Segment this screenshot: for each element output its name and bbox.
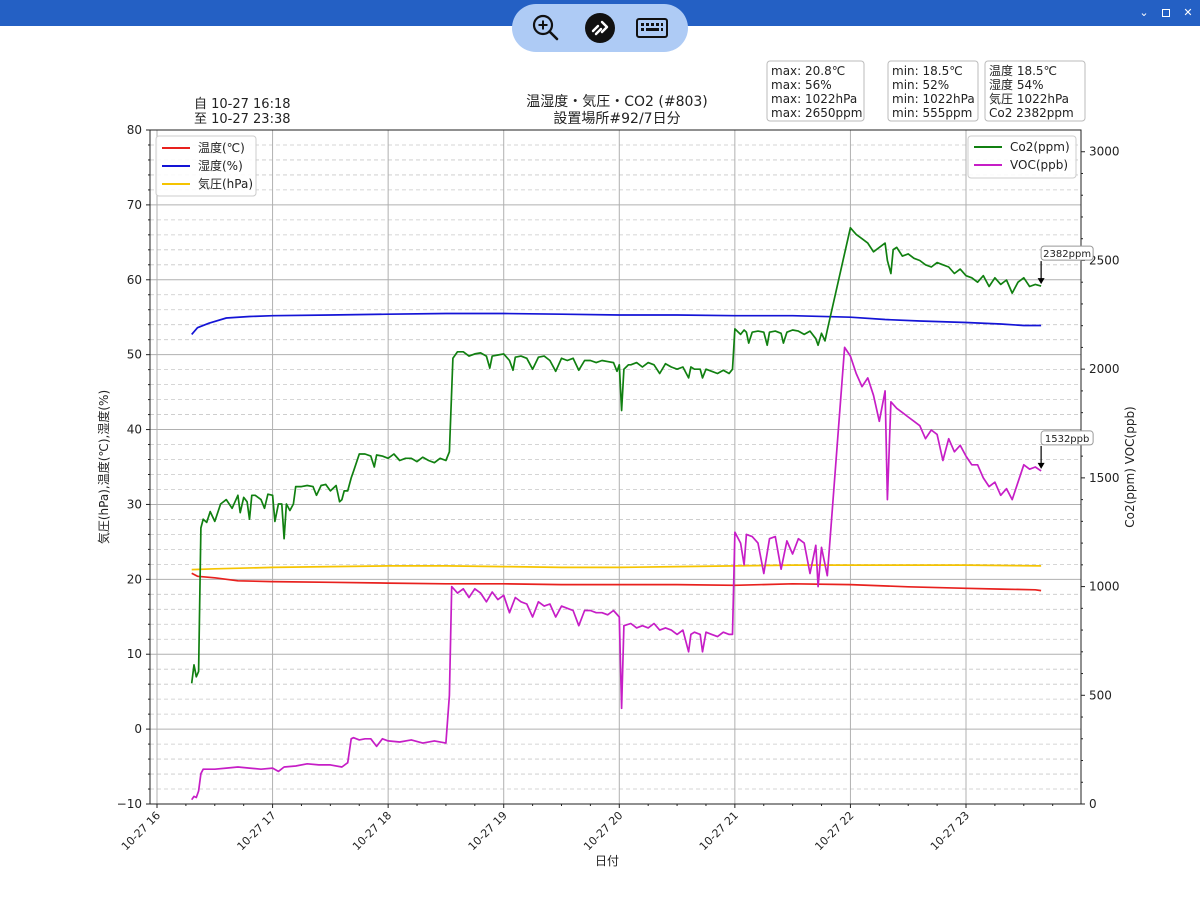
stat-min-temp: min: 18.5℃ bbox=[892, 64, 963, 78]
keyboard-icon bbox=[636, 18, 668, 38]
legend-label: 温度(℃) bbox=[198, 140, 245, 155]
legend-left: 温度(℃) 湿度(%) 気圧(hPa) bbox=[155, 135, 257, 197]
y-left-tick-label: 10 bbox=[127, 647, 142, 661]
stat-min-humidity: min: 52% bbox=[892, 78, 949, 92]
legend-label: 湿度(%) bbox=[198, 158, 243, 173]
x-tick-label: 10-27 20 bbox=[581, 809, 625, 853]
close-button[interactable]: ✕ bbox=[1179, 4, 1197, 22]
minimize-button[interactable]: ⌄ bbox=[1135, 4, 1153, 22]
annotation-box bbox=[1040, 430, 1094, 446]
x-axis-label: 日付 bbox=[595, 854, 619, 868]
x-tick-label: 10-27 22 bbox=[812, 809, 856, 853]
x-tick-label: 10-27 19 bbox=[466, 809, 510, 853]
zoom-button[interactable] bbox=[528, 10, 564, 46]
y-left-tick-label: 0 bbox=[134, 722, 142, 736]
remote-connect-button[interactable] bbox=[582, 10, 618, 46]
x-tick-label: 10-27 16 bbox=[119, 809, 163, 853]
annotation: 1532ppb bbox=[1037, 430, 1094, 469]
grid bbox=[150, 129, 1081, 805]
y-left-tick-label: 70 bbox=[127, 198, 142, 212]
legend-label: Co2(ppm) bbox=[1010, 140, 1070, 154]
stats-current-box: 温度 18.5℃ 湿度 54% 気圧 1022hPa Co2 2382ppm bbox=[984, 60, 1086, 122]
legend-label: 気圧(hPa) bbox=[198, 176, 253, 191]
stats-max-box: max: 20.8℃ max: 56% max: 1022hPa max: 26… bbox=[766, 60, 865, 122]
annotation-arrowhead bbox=[1037, 278, 1045, 285]
stat-max-temp: max: 20.8℃ bbox=[771, 64, 845, 78]
close-icon: ✕ bbox=[1183, 6, 1193, 19]
stat-current-humidity: 湿度 54% bbox=[989, 77, 1044, 92]
series-line-co2-ppm- bbox=[190, 226, 1042, 684]
stat-current-co2: Co2 2382ppm bbox=[989, 106, 1074, 120]
remote-toolbar bbox=[512, 4, 688, 52]
maximize-button[interactable] bbox=[1157, 4, 1175, 22]
chevron-down-icon: ⌄ bbox=[1139, 6, 1149, 19]
y-axis-left-label: 気圧(hPa),温度(℃),湿度(%) bbox=[96, 390, 111, 544]
series-line-気圧-hpa- bbox=[191, 564, 1042, 571]
y-left-tick-label: −10 bbox=[117, 797, 142, 811]
stat-current-temp: 温度 18.5℃ bbox=[989, 63, 1057, 78]
y-left-tick-label: 60 bbox=[127, 273, 142, 287]
stat-min-pressure: min: 1022hPa bbox=[892, 92, 975, 106]
chart-subtitle: 設置場所#92/7日分 bbox=[553, 111, 680, 127]
y-right-tick-label: 1500 bbox=[1089, 471, 1120, 485]
annotation-box bbox=[1040, 245, 1094, 261]
y-left-tick-label: 80 bbox=[127, 123, 142, 137]
stat-max-pressure: max: 1022hPa bbox=[771, 92, 857, 106]
legend-label: VOC(ppb) bbox=[1010, 158, 1068, 172]
stat-min-co2: min: 555ppm bbox=[892, 106, 972, 120]
axes: −10 0 10 20 30 40 50 60 70 80 0 500 1000 1500 2000 2500… bbox=[117, 123, 1120, 853]
keyboard-button[interactable] bbox=[634, 10, 670, 46]
y-right-tick-label: 1000 bbox=[1089, 580, 1120, 594]
period-from: 自 10-27 16:18 bbox=[194, 97, 291, 112]
y-right-tick-label: 2500 bbox=[1089, 253, 1120, 267]
series-line-温度- bbox=[191, 572, 1042, 592]
y-axis-right-label: Co2(ppm) VOC(ppb) bbox=[1123, 406, 1137, 528]
x-tick-label: 10-27 17 bbox=[235, 809, 279, 853]
stat-max-co2: max: 2650ppm bbox=[771, 106, 862, 120]
x-tick-label: 10-27 23 bbox=[928, 809, 972, 853]
annotation: 2382ppm bbox=[1037, 245, 1094, 285]
series-line-湿度- bbox=[191, 312, 1042, 335]
annotation-label: 2382ppm bbox=[1043, 249, 1091, 260]
zoom-in-icon bbox=[532, 14, 559, 41]
y-right-tick-label: 500 bbox=[1089, 688, 1112, 702]
y-left-tick-label: 40 bbox=[127, 423, 142, 437]
series-line-voc-ppb- bbox=[191, 346, 1042, 801]
stat-current-pressure: 気圧 1022hPa bbox=[989, 91, 1069, 106]
y-left-tick-label: 20 bbox=[127, 572, 142, 586]
y-right-tick-label: 0 bbox=[1089, 797, 1097, 811]
stat-max-humidity: max: 56% bbox=[771, 78, 832, 92]
y-right-tick-label: 2000 bbox=[1089, 362, 1120, 376]
x-tick-label: 10-27 21 bbox=[697, 809, 741, 853]
annotation-arrowhead bbox=[1037, 462, 1045, 469]
y-left-tick-label: 30 bbox=[127, 497, 142, 511]
maximize-icon bbox=[1162, 9, 1170, 17]
annotation-label: 1532ppb bbox=[1045, 434, 1090, 445]
x-tick-label: 10-27 18 bbox=[350, 809, 394, 853]
annotations: 2382ppm 1532ppb bbox=[1037, 245, 1094, 469]
plot-frame bbox=[149, 129, 1082, 805]
remote-connect-icon bbox=[585, 13, 615, 43]
legend-right: Co2(ppm) VOC(ppb) bbox=[967, 135, 1077, 179]
series bbox=[190, 226, 1042, 801]
stats-min-box: min: 18.5℃ min: 52% min: 1022hPa min: 55… bbox=[887, 60, 979, 122]
chart-title: 温湿度・気圧・CO2 (#803) bbox=[526, 94, 708, 110]
y-left-tick-label: 50 bbox=[127, 348, 142, 362]
y-right-tick-label: 3000 bbox=[1089, 145, 1120, 159]
period-to: 至 10-27 23:38 bbox=[194, 112, 291, 127]
